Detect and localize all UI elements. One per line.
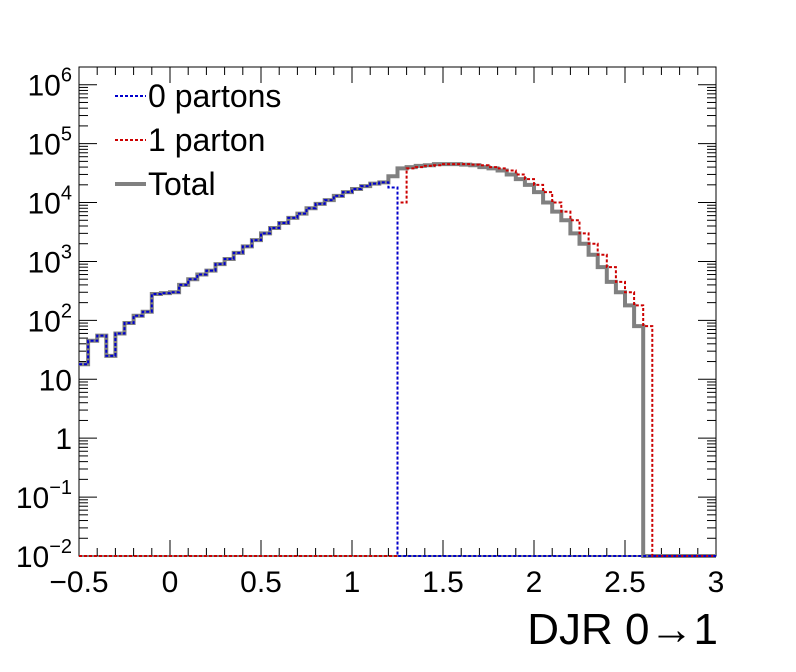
- axis-ticks: [78, 66, 717, 557]
- series-0-partons: [79, 181, 716, 557]
- y-tick-label: 10−1: [16, 477, 72, 515]
- y-tick-label: 104: [28, 183, 73, 221]
- histogram-series: [79, 162, 716, 558]
- y-tick-label: 105: [28, 124, 73, 162]
- x-tick-label: 0.5: [240, 566, 282, 599]
- legend-label: Total: [148, 166, 216, 202]
- y-tick-label: 1: [55, 423, 72, 456]
- x-tick-labels: −0.5 0 0.5 1 1.5 2 2.5 3: [49, 566, 724, 599]
- y-tick-label: 103: [28, 241, 73, 279]
- y-tick-labels: 10−2 10−1 1 10 102 103 104 105 106: [16, 65, 72, 574]
- legend: 0 partons 1 parton Total: [115, 78, 281, 202]
- x-tick-label: −0.5: [49, 566, 108, 599]
- y-tick-label: 102: [28, 300, 73, 338]
- x-tick-label: 3: [708, 566, 725, 599]
- plot-frame: [78, 66, 717, 557]
- y-tick-label: 10−2: [16, 536, 72, 574]
- x-tick-label: 1: [344, 566, 361, 599]
- x-axis-title: DJR 0→1: [527, 605, 718, 654]
- legend-label: 1 parton: [148, 122, 265, 158]
- series-1-parton: [79, 163, 716, 557]
- y-tick-label: 10: [39, 364, 72, 397]
- y-tick-label: 106: [28, 65, 73, 103]
- legend-label: 0 partons: [148, 78, 281, 114]
- x-tick-label: 2: [526, 566, 543, 599]
- x-tick-label: 0: [162, 566, 179, 599]
- x-tick-label: 1.5: [422, 566, 464, 599]
- x-tick-label: 2.5: [604, 566, 646, 599]
